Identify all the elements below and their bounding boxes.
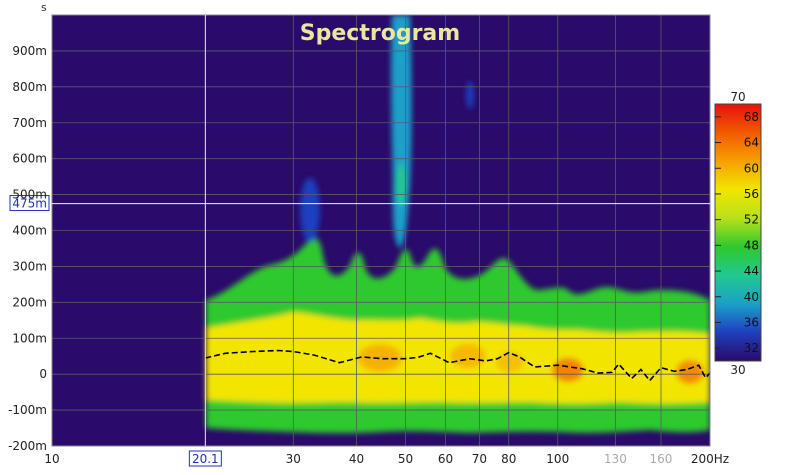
y-tick-label: 700m (12, 116, 47, 130)
chart-title: Spectrogram (300, 21, 460, 46)
x-tick-label: 160 (650, 452, 673, 466)
colorbar-tick-label: 60 (744, 161, 759, 175)
colorbar-tick-label: 64 (744, 136, 759, 150)
colorbar-max-label: 70 (730, 90, 745, 104)
x-tick-label: 40 (349, 452, 364, 466)
x-tick-labels: 10 30 40 50 60 70 80 100 130 160 200Hz (44, 452, 729, 466)
y-tick-label: 200m (12, 295, 47, 309)
y-tick-label: 800m (12, 80, 47, 94)
x-tick-label: 200Hz (691, 452, 729, 466)
x-tick-label: 70 (472, 452, 487, 466)
colorbar-min-label: 30 (730, 363, 745, 377)
grid-lines (52, 15, 710, 446)
ridge-line (205, 349, 711, 382)
heatmap-column-core (396, 163, 406, 207)
y-unit-label: s (41, 1, 47, 14)
x-tick-label: 30 (286, 452, 301, 466)
x-tick-label: 130 (604, 452, 627, 466)
hotspot (450, 344, 486, 368)
x-tick-label: 80 (501, 452, 516, 466)
y-tick-label: 400m (12, 224, 47, 238)
y-tick-label: 900m (12, 44, 47, 58)
colorbar: 70 30 32 36 40 44 48 52 56 60 64 68 (714, 90, 762, 377)
colorbar-tick-label: 32 (744, 341, 759, 355)
colorbar-tick-label: 52 (744, 213, 759, 227)
y-tick-label: 300m (12, 259, 47, 273)
y-tick-label: 600m (12, 152, 47, 166)
y-tick-label: 500m (12, 188, 47, 202)
y-tick-label: 100m (12, 331, 47, 345)
heatmap-layer (206, 15, 710, 434)
y-tick-label: -200m (8, 439, 47, 453)
x-tick-label: 10 (44, 452, 59, 466)
colorbar-tick-label: 48 (744, 238, 759, 252)
heatmap-blob (300, 178, 320, 242)
hotspot (552, 358, 584, 382)
cursor[interactable]: 20.1 475m (9, 15, 710, 467)
colorbar-tick-label: 44 (744, 264, 759, 278)
hotspot (358, 344, 402, 372)
cursor-x-readout-box (188, 450, 222, 467)
y-tick-labels: 900m 800m 700m 600m 500m 400m 300m 200m 100m 0 -10… (8, 44, 47, 453)
plot-frame (51, 14, 711, 447)
heatmap-blob (466, 81, 474, 109)
x-tick-label: 60 (438, 452, 453, 466)
hotspot (676, 360, 704, 384)
x-tick-label: 100 (546, 452, 569, 466)
colorbar-gradient (714, 103, 762, 362)
cursor-y-readout-box (9, 195, 50, 212)
y-tick-label: -100m (8, 403, 47, 417)
colorbar-tick-label: 68 (744, 110, 759, 124)
colorbar-tick-label: 40 (744, 290, 759, 304)
colorbar-tick-label: 56 (744, 187, 759, 201)
cursor-x-readout: 20.1 (192, 452, 219, 466)
hotspot (496, 352, 524, 372)
colorbar-tick-label: 36 (744, 315, 759, 329)
cursor-y-readout: 475m (12, 197, 47, 211)
x-tick-label: 50 (398, 452, 413, 466)
y-tick-label: 0 (39, 367, 47, 381)
